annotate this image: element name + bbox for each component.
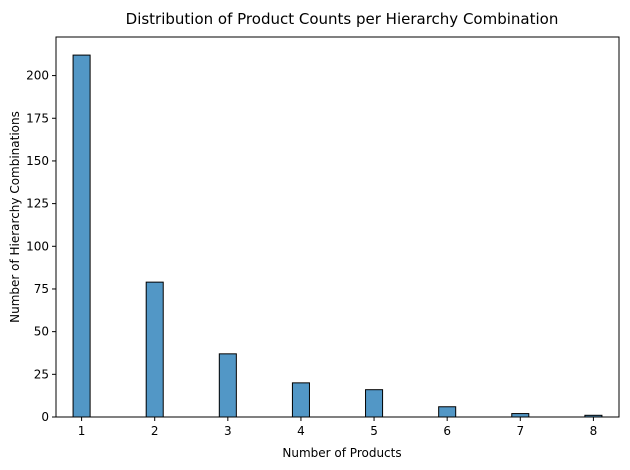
- y-tick-label: 25: [34, 367, 49, 381]
- y-tick-label: 50: [34, 325, 49, 339]
- x-tick-label: 7: [516, 424, 524, 438]
- bar-x-1: [72, 54, 91, 418]
- bar-x-2: [145, 281, 164, 418]
- x-tick-label: 2: [151, 424, 159, 438]
- y-tick-label: 200: [26, 69, 49, 83]
- x-tick-label: 5: [370, 424, 378, 438]
- chart-title: Distribution of Product Counts per Hiera…: [126, 10, 559, 28]
- bar-x-4: [291, 382, 310, 418]
- y-tick-label: 125: [26, 197, 49, 211]
- x-tick-label: 8: [590, 424, 598, 438]
- x-axis-label: Number of Products: [282, 446, 401, 460]
- y-axis: 0 25 50 75 100 125 150 175 200: [26, 69, 56, 424]
- x-tick-label: 1: [78, 424, 86, 438]
- y-axis-label: Number of Hierarchy Combinations: [8, 111, 22, 323]
- bar-x-7: [511, 413, 530, 418]
- bar-x-6: [438, 406, 457, 418]
- x-tick-label: 4: [297, 424, 305, 438]
- y-tick-label: 150: [26, 154, 49, 168]
- plot-frame: [55, 36, 620, 418]
- y-tick-label: 0: [41, 410, 49, 424]
- x-tick-label: 6: [443, 424, 451, 438]
- y-tick-label: 175: [26, 111, 49, 125]
- bars: [72, 54, 603, 418]
- bar-x-3: [218, 353, 237, 418]
- y-tick-label: 75: [34, 282, 49, 296]
- x-axis: 1 2 3 4 5 6 7 8: [78, 417, 597, 438]
- bar-x-5: [365, 389, 384, 418]
- x-tick-label: 3: [224, 424, 232, 438]
- y-tick-label: 100: [26, 239, 49, 253]
